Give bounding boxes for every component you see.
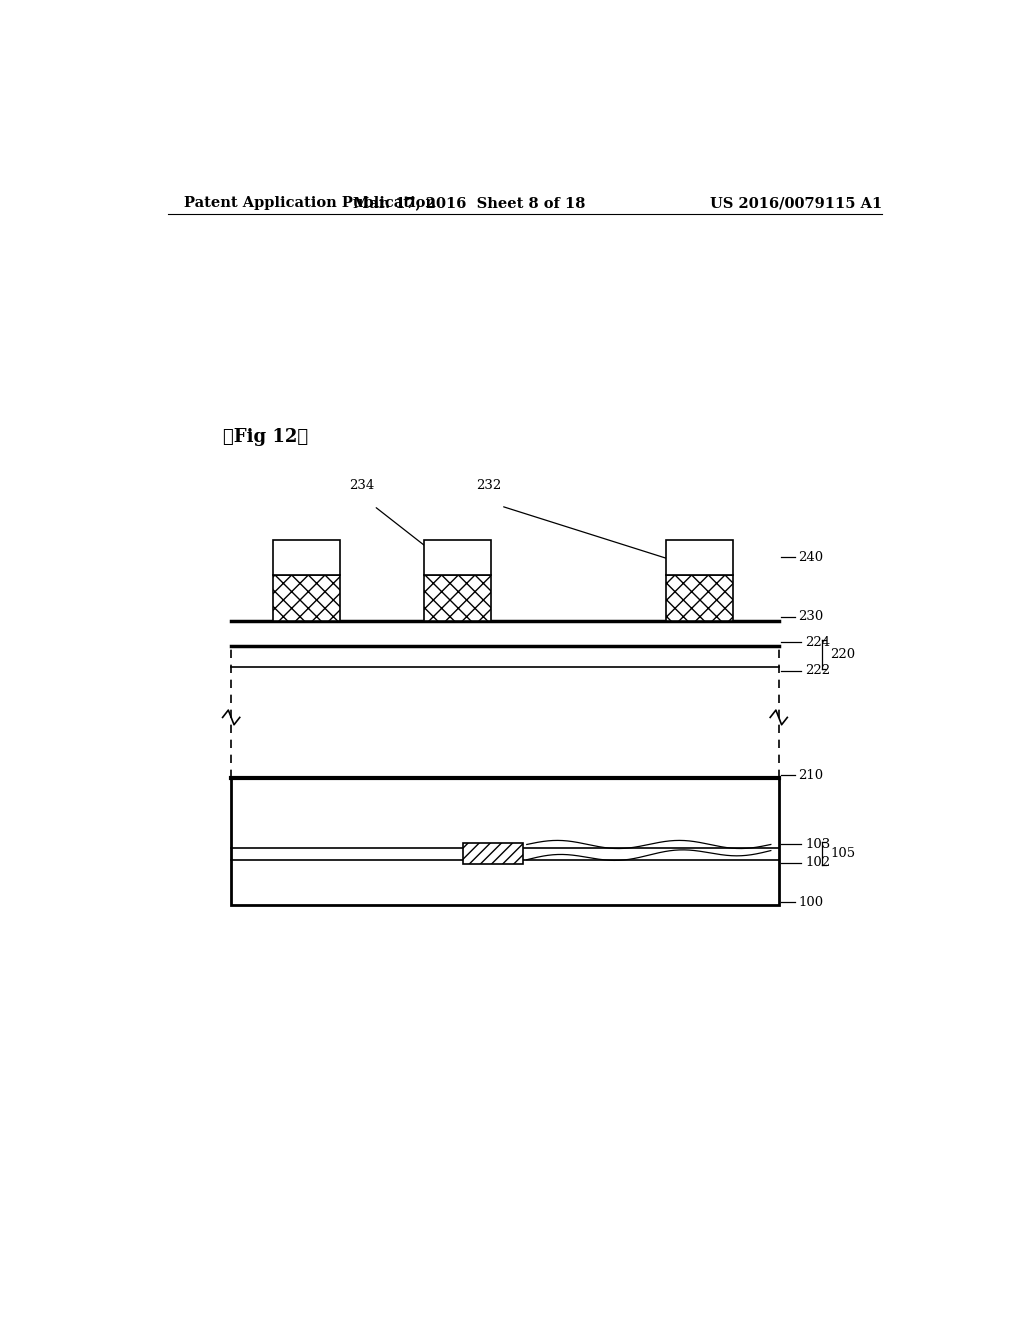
Bar [272,576,340,620]
Text: 230: 230 [799,610,824,623]
Bar [666,540,733,576]
Text: 224: 224 [805,636,830,648]
Text: 【Fig 12】: 【Fig 12】 [223,428,308,446]
Text: 220: 220 [830,648,855,661]
Text: 234: 234 [349,479,375,492]
Text: 103: 103 [805,838,830,851]
Text: 100: 100 [799,896,823,909]
Text: 232: 232 [476,479,502,492]
Bar [424,576,492,620]
Bar [666,576,733,620]
Text: 102: 102 [805,857,830,870]
Text: Patent Application Publication: Patent Application Publication [183,195,435,210]
Text: 240: 240 [799,550,823,564]
Bar [272,540,340,576]
Bar [231,779,778,906]
Bar [424,540,492,576]
Text: 105: 105 [830,847,855,861]
Text: US 2016/0079115 A1: US 2016/0079115 A1 [710,195,882,210]
Text: Mar. 17, 2016  Sheet 8 of 18: Mar. 17, 2016 Sheet 8 of 18 [353,195,586,210]
Text: 210: 210 [799,768,823,781]
Text: 222: 222 [805,664,830,677]
Bar [463,843,523,863]
